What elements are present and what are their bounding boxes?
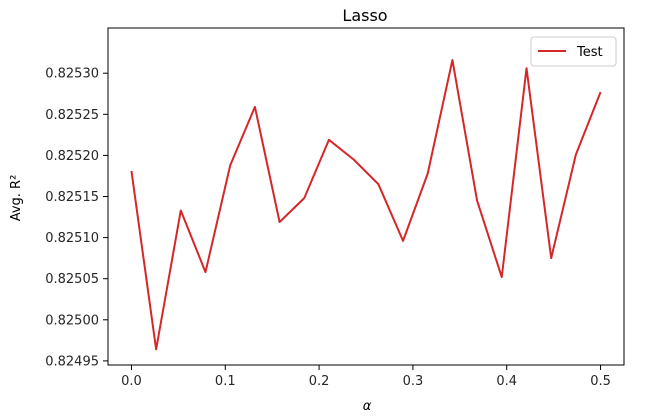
y-tick-label: 0.82520 [45, 149, 99, 164]
x-tick-label: 0.4 [496, 374, 517, 389]
legend: Test [530, 36, 617, 67]
x-axis-label: α [363, 399, 372, 414]
y-axis-ticks: 0.82495 0.82500 0.82505 0.82510 0.82515 0.825… [45, 67, 108, 369]
y-tick-label: 0.82515 [45, 190, 99, 205]
x-tick-label: 0.0 [121, 374, 142, 389]
y-axis-label: Avg. R² [9, 175, 24, 222]
legend-label-test: Test [576, 45, 603, 60]
legend-box [530, 36, 617, 67]
x-tick-label: 0.1 [215, 374, 236, 389]
y-tick-label: 0.82495 [45, 354, 99, 369]
y-tick-label: 0.82500 [45, 313, 99, 328]
x-tick-label: 0.3 [403, 374, 424, 389]
y-tick-label: 0.82510 [45, 231, 99, 246]
y-tick-label: 0.82505 [45, 272, 99, 287]
x-tick-label: 0.2 [309, 374, 330, 389]
x-axis-ticks: 0.0 0.1 0.2 0.3 0.4 0.5 [121, 365, 611, 389]
plot-frame [107, 27, 625, 366]
chart-title: Lasso [342, 6, 387, 25]
y-tick-label: 0.82530 [45, 67, 99, 82]
series-line-test [130, 59, 602, 351]
y-tick-label: 0.82525 [45, 108, 99, 123]
x-tick-label: 0.5 [590, 374, 611, 389]
